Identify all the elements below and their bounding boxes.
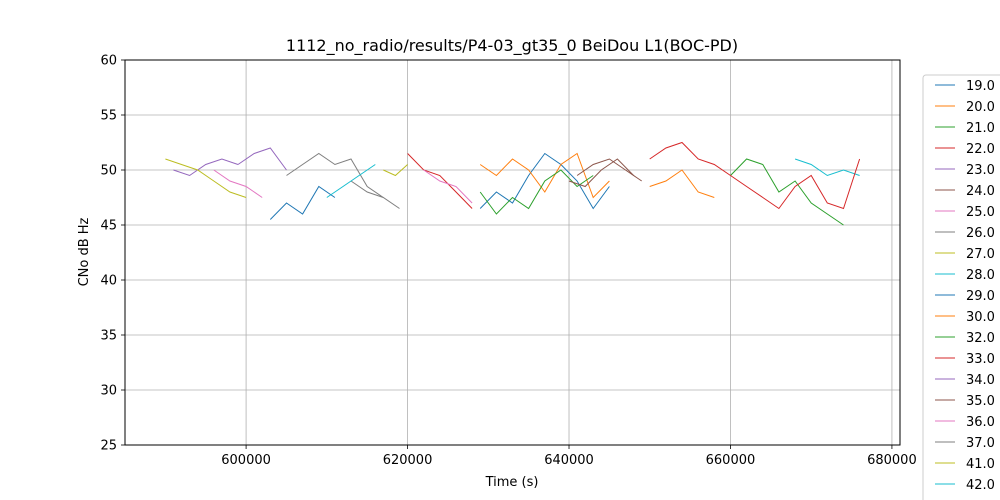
x-axis-label: Time (s) [485,475,539,490]
y-tick-label: 50 [100,164,117,179]
legend-box [922,74,1000,500]
legend-label: 34.0 [966,373,995,388]
legend-label: 26.0 [966,226,995,241]
y-tick-label: 35 [100,329,117,344]
legend-label: 28.0 [966,268,995,283]
y-tick-label: 45 [100,219,117,234]
series-line-24.0 [576,158,642,182]
y-tick-label: 30 [100,384,117,399]
legend-label: 32.0 [966,331,995,346]
series-line-36.0 [213,169,263,198]
legend-label: 20.0 [966,100,995,115]
legend-label: 36.0 [966,415,995,430]
y-tick-label: 40 [100,274,117,289]
series-line-29.0 [269,185,336,220]
legend-label: 25.0 [966,205,995,220]
legend-label: 23.0 [966,163,995,178]
series-line-33.0 [649,141,861,210]
series-line-26.0 [350,180,400,209]
series-line-37.0 [286,152,384,198]
series-line-19.0 [479,152,610,210]
legend-label: 21.0 [966,121,995,136]
legend-label: 29.0 [966,289,995,304]
series-line-42.0 [326,164,376,198]
x-tick-label: 680000 [867,453,917,468]
legend-label: 30.0 [966,310,995,325]
legend-label: 19.0 [966,79,995,94]
series-line-34.0 [237,147,287,171]
series-line-21.0 [479,169,594,215]
x-tick-label: 640000 [544,453,594,468]
legend-label: 42.0 [966,478,995,493]
legend-label: 24.0 [966,184,995,199]
legend-label: 37.0 [966,436,995,451]
series-line-35.0 [568,158,634,188]
series-line-32.0 [730,158,844,226]
legend-label: 33.0 [966,352,995,367]
y-tick-label: 25 [100,439,117,454]
axis-ticks: 600000 620000 640000 660000 680000 25 30 35 40 45… [100,54,916,469]
legend-label: 41.0 [966,457,995,472]
x-tick-label: 660000 [706,453,756,468]
plot-frame [124,59,901,446]
series-line-23.0 [173,158,239,177]
y-tick-label: 60 [100,54,117,69]
series-line-41.0 [165,158,247,198]
series-lines [165,141,861,226]
chart-title: 1112_no_radio/results/P4-03_gt35_0 BeiDo… [286,36,738,56]
series-line-22.0 [407,153,473,209]
legend-label: 27.0 [966,247,995,262]
series-line-30.0 [649,169,715,198]
series-line-25.0 [423,169,473,204]
y-axis-label: CNo dB Hz [77,217,92,286]
legend: 19.0 20.0 21.0 22.0 23.0 24.0 25.0 26.0 27.0 28.0… [922,74,1000,500]
x-tick-label: 600000 [221,453,271,468]
legend-label: 35.0 [966,394,995,409]
y-tick-label: 55 [100,109,117,124]
series-line-28.0 [794,158,860,177]
series-line-20.0 [479,152,610,199]
legend-label: 22.0 [966,142,995,157]
series-line-27.0 [383,164,408,177]
x-tick-label: 620000 [383,453,433,468]
